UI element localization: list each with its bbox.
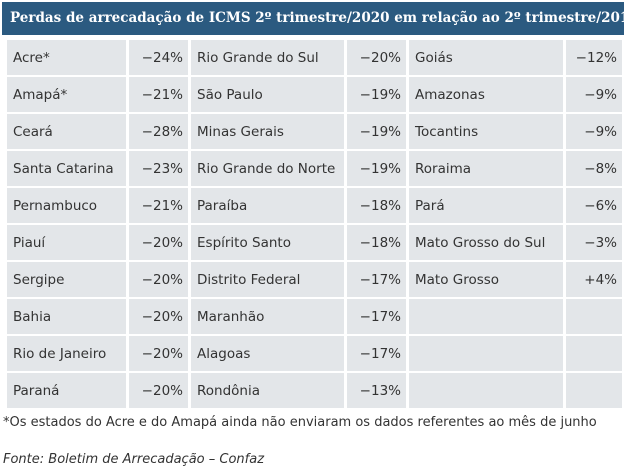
state-name-cell: Paraíba — [191, 188, 344, 223]
loss-value-cell — [566, 336, 622, 371]
loss-value-cell: −21% — [129, 77, 188, 112]
loss-value-cell: −20% — [129, 299, 188, 334]
state-name-cell: Bahia — [7, 299, 126, 334]
loss-value-cell: −23% — [129, 151, 188, 186]
source-note: Fonte: Boletim de Arrecadação – Confaz — [3, 452, 265, 467]
state-name-cell — [409, 299, 563, 334]
state-name-cell: Mato Grosso — [409, 262, 563, 297]
state-name-cell: Distrito Federal — [191, 262, 344, 297]
state-name-cell: Tocantins — [409, 114, 563, 149]
loss-value-cell: +4% — [566, 262, 622, 297]
state-name-cell: Goiás — [409, 40, 563, 75]
loss-value-cell: −19% — [347, 114, 406, 149]
loss-value-cell: −20% — [347, 40, 406, 75]
icms-table: Acre* −24% Rio Grande do Sul −20% Goiás −12% A… — [7, 40, 622, 408]
state-name-cell: Rio de Janeiro — [7, 336, 126, 371]
loss-value-cell: −18% — [347, 225, 406, 260]
state-name-cell: Roraima — [409, 151, 563, 186]
loss-value-cell: −12% — [566, 40, 622, 75]
loss-value-cell: −17% — [347, 299, 406, 334]
loss-value-cell: −19% — [347, 151, 406, 186]
loss-value-cell: −3% — [566, 225, 622, 260]
loss-value-cell — [566, 373, 622, 408]
loss-value-cell: −17% — [347, 262, 406, 297]
state-name-cell: Rondônia — [191, 373, 344, 408]
state-name-cell: Amapá* — [7, 77, 126, 112]
loss-value-cell: −19% — [347, 77, 406, 112]
loss-value-cell: −20% — [129, 373, 188, 408]
loss-value-cell: −18% — [347, 188, 406, 223]
loss-value-cell: −8% — [566, 151, 622, 186]
state-name-cell: Maranhão — [191, 299, 344, 334]
loss-value-cell: −6% — [566, 188, 622, 223]
state-name-cell — [409, 373, 563, 408]
loss-value-cell: −20% — [129, 336, 188, 371]
loss-value-cell: −17% — [347, 336, 406, 371]
state-name-cell: Pernambuco — [7, 188, 126, 223]
state-name-cell: Ceará — [7, 114, 126, 149]
footnote: *Os estados do Acre e do Amapá ainda não… — [3, 415, 597, 430]
loss-value-cell: −13% — [347, 373, 406, 408]
state-name-cell: Santa Catarina — [7, 151, 126, 186]
state-name-cell: Alagoas — [191, 336, 344, 371]
state-name-cell: Rio Grande do Norte — [191, 151, 344, 186]
loss-value-cell: −20% — [129, 262, 188, 297]
table-title: Perdas de arrecadação de ICMS 2º trimest… — [2, 2, 631, 35]
state-name-cell: Minas Gerais — [191, 114, 344, 149]
state-name-cell: São Paulo — [191, 77, 344, 112]
state-name-cell: Espírito Santo — [191, 225, 344, 260]
state-name-cell: Rio Grande do Sul — [191, 40, 344, 75]
state-name-cell: Paraná — [7, 373, 126, 408]
loss-value-cell — [566, 299, 622, 334]
loss-value-cell: −24% — [129, 40, 188, 75]
state-name-cell — [409, 336, 563, 371]
state-name-cell: Sergipe — [7, 262, 126, 297]
loss-value-cell: −20% — [129, 225, 188, 260]
state-name-cell: Amazonas — [409, 77, 563, 112]
loss-value-cell: −9% — [566, 114, 622, 149]
state-name-cell: Mato Grosso do Sul — [409, 225, 563, 260]
loss-value-cell: −9% — [566, 77, 622, 112]
loss-value-cell: −28% — [129, 114, 188, 149]
state-name-cell: Piauí — [7, 225, 126, 260]
loss-value-cell: −21% — [129, 188, 188, 223]
state-name-cell: Acre* — [7, 40, 126, 75]
state-name-cell: Pará — [409, 188, 563, 223]
